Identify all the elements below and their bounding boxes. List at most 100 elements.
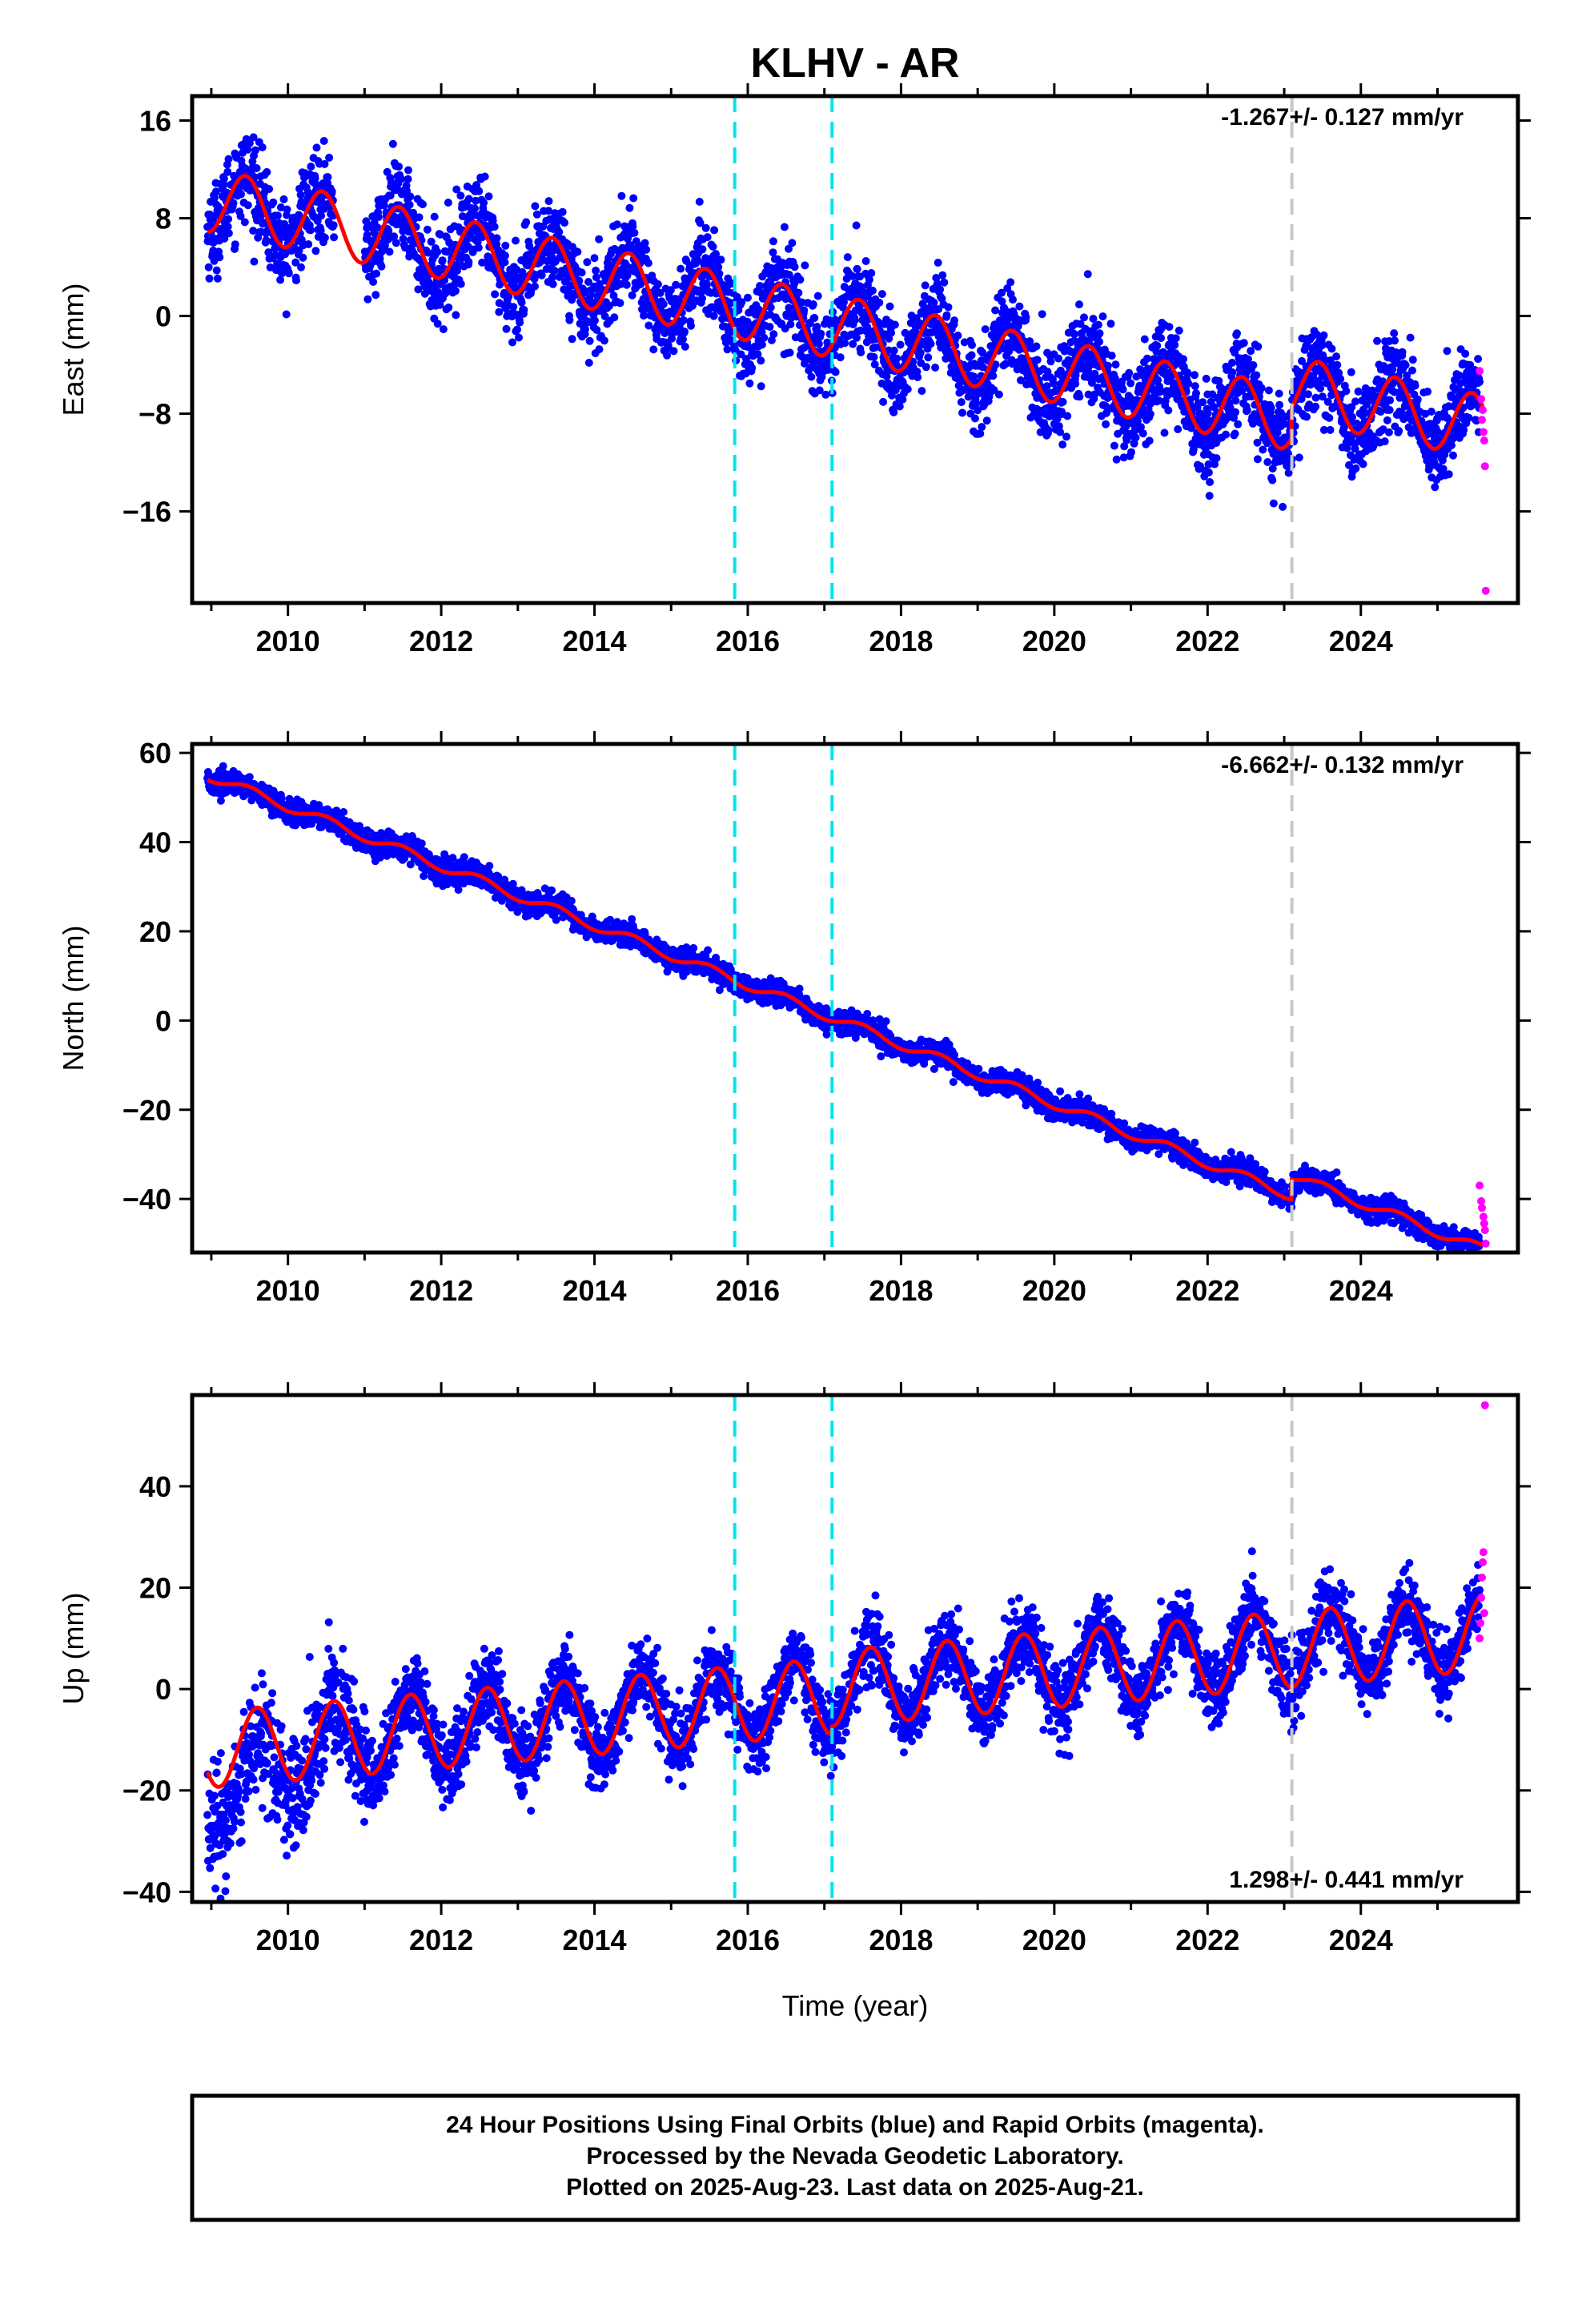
data-point [1083, 270, 1092, 279]
data-point [785, 348, 794, 357]
data-point [968, 340, 976, 349]
x-tick-label: 2020 [1022, 625, 1086, 657]
data-point [258, 143, 267, 151]
data-point [224, 215, 233, 223]
data-point [1046, 357, 1055, 366]
data-point [1351, 397, 1359, 406]
data-point [320, 159, 329, 168]
data-point [958, 408, 966, 417]
data-point [721, 322, 729, 331]
data-point [415, 213, 424, 222]
data-point [628, 291, 636, 300]
data-point [1071, 371, 1080, 380]
data-point [243, 145, 252, 154]
data-point [1005, 347, 1014, 356]
data-point [693, 255, 701, 264]
data-point [532, 210, 541, 219]
data-point [1464, 413, 1473, 422]
data-point [610, 313, 619, 322]
data-point [531, 202, 540, 211]
data-point [1231, 396, 1240, 405]
data-point [1142, 354, 1151, 363]
data-point [1249, 361, 1258, 369]
data-point [766, 303, 775, 312]
data-point [890, 320, 899, 329]
y-tick-label: −8 [139, 398, 171, 431]
data-point [848, 271, 857, 280]
data-point [240, 218, 249, 227]
data-point [363, 295, 372, 304]
data-point [388, 139, 397, 148]
data-point [585, 336, 594, 345]
data-point [1228, 359, 1236, 367]
data-point [292, 276, 300, 285]
data-point [1327, 344, 1336, 353]
data-point [231, 240, 239, 249]
data-point [1444, 470, 1453, 479]
x-tick-label: 2018 [869, 625, 933, 657]
data-point [460, 853, 468, 862]
data-point [630, 228, 639, 237]
data-point [273, 211, 282, 220]
data-point [882, 372, 891, 380]
data-point [1202, 374, 1211, 383]
data-point [640, 312, 648, 320]
data-point [733, 292, 741, 301]
data-point [679, 335, 687, 344]
data-point [1125, 368, 1134, 377]
data-point [1253, 455, 1262, 464]
data-point [790, 263, 799, 271]
data-point [478, 258, 487, 267]
data-point [817, 329, 825, 338]
data-point [709, 243, 717, 251]
data-point [1071, 380, 1080, 388]
rapid-point [1479, 428, 1488, 436]
data-point [623, 271, 632, 279]
data-point [1127, 448, 1135, 456]
data-point [251, 146, 259, 155]
data-point [399, 235, 408, 243]
data-point [414, 285, 423, 294]
data-point [565, 316, 574, 324]
data-point [1080, 313, 1088, 322]
data-point [666, 286, 675, 295]
data-point [1094, 320, 1102, 329]
data-point [893, 354, 901, 363]
data-point [1054, 422, 1063, 431]
data-point [737, 298, 746, 307]
data-point [252, 164, 261, 172]
data-point [1110, 374, 1119, 382]
data-point [219, 180, 228, 189]
data-point [584, 278, 592, 286]
data-point [291, 258, 300, 267]
data-point [262, 236, 271, 244]
data-point [1395, 427, 1403, 435]
data-point [1243, 406, 1251, 415]
data-point [1049, 379, 1058, 388]
data-point [330, 233, 339, 242]
data-point [656, 288, 665, 297]
data-point [537, 271, 546, 279]
data-point [1239, 339, 1248, 348]
data-point [492, 239, 501, 248]
data-point [475, 187, 484, 195]
data-point [628, 222, 637, 231]
data-point [1070, 330, 1078, 339]
data-point [1089, 315, 1098, 323]
data-point [444, 199, 452, 207]
data-point [1408, 366, 1416, 375]
data-point [1038, 310, 1046, 319]
data-point [698, 294, 706, 303]
data-point [807, 372, 816, 381]
data-point [1383, 416, 1391, 424]
data-point [931, 364, 940, 372]
data-point [312, 143, 321, 152]
data-point [371, 291, 380, 300]
data-point [1017, 376, 1025, 384]
x-tick-label: 2012 [409, 625, 473, 657]
data-point [1044, 426, 1053, 434]
data-point [1391, 336, 1399, 345]
data-point [717, 255, 725, 264]
data-point [1231, 408, 1239, 416]
data-point [311, 174, 319, 183]
